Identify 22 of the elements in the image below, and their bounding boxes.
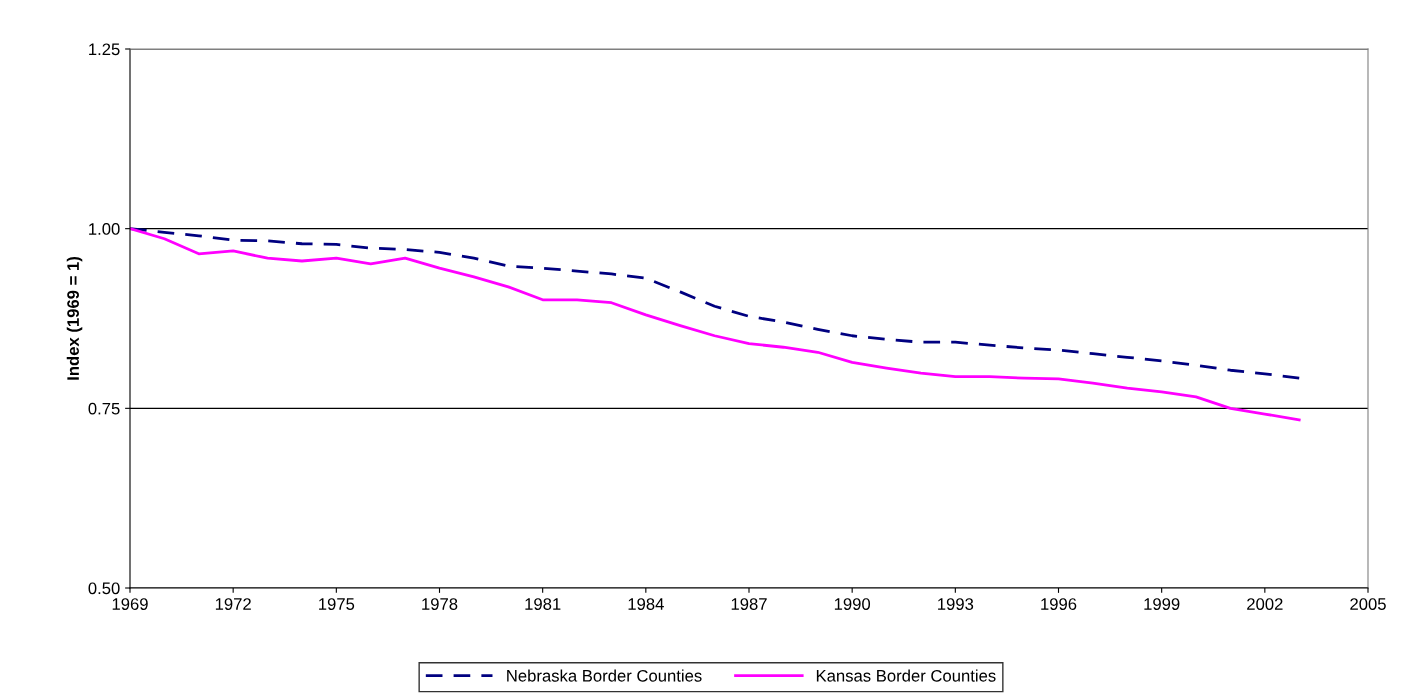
y-axis-title: Index (1969 = 1) bbox=[66, 257, 83, 380]
x-tick-label: 1984 bbox=[628, 598, 664, 610]
y-tick-label: 0.50 bbox=[88, 582, 120, 595]
line-series bbox=[130, 227, 1301, 422]
x-tick-label: 1987 bbox=[731, 598, 767, 610]
legend-label: Kansas Border Counties bbox=[816, 669, 996, 682]
x-tick-label: 1999 bbox=[1144, 598, 1180, 610]
x-tick-label: 1981 bbox=[525, 598, 561, 610]
x-tick-label: 2005 bbox=[1350, 598, 1386, 610]
y-tick-label: 1.00 bbox=[89, 223, 120, 235]
line-series bbox=[130, 227, 1301, 380]
y-tick-label: 1.25 bbox=[89, 43, 120, 56]
legend-label: Nebraska Border Counties bbox=[507, 669, 702, 682]
x-tick-label: 2002 bbox=[1247, 598, 1283, 610]
x-tick-label: 1969 bbox=[112, 598, 148, 610]
x-tick-label: 1996 bbox=[1041, 598, 1077, 610]
y-tick-label: 0.75 bbox=[88, 402, 120, 415]
x-tick-label: 1993 bbox=[938, 598, 974, 610]
x-tick-label: 1978 bbox=[422, 598, 458, 610]
x-tick-label: 1972 bbox=[215, 598, 251, 610]
x-tick-label: 1975 bbox=[319, 598, 355, 610]
x-tick-label: 1990 bbox=[834, 598, 871, 610]
